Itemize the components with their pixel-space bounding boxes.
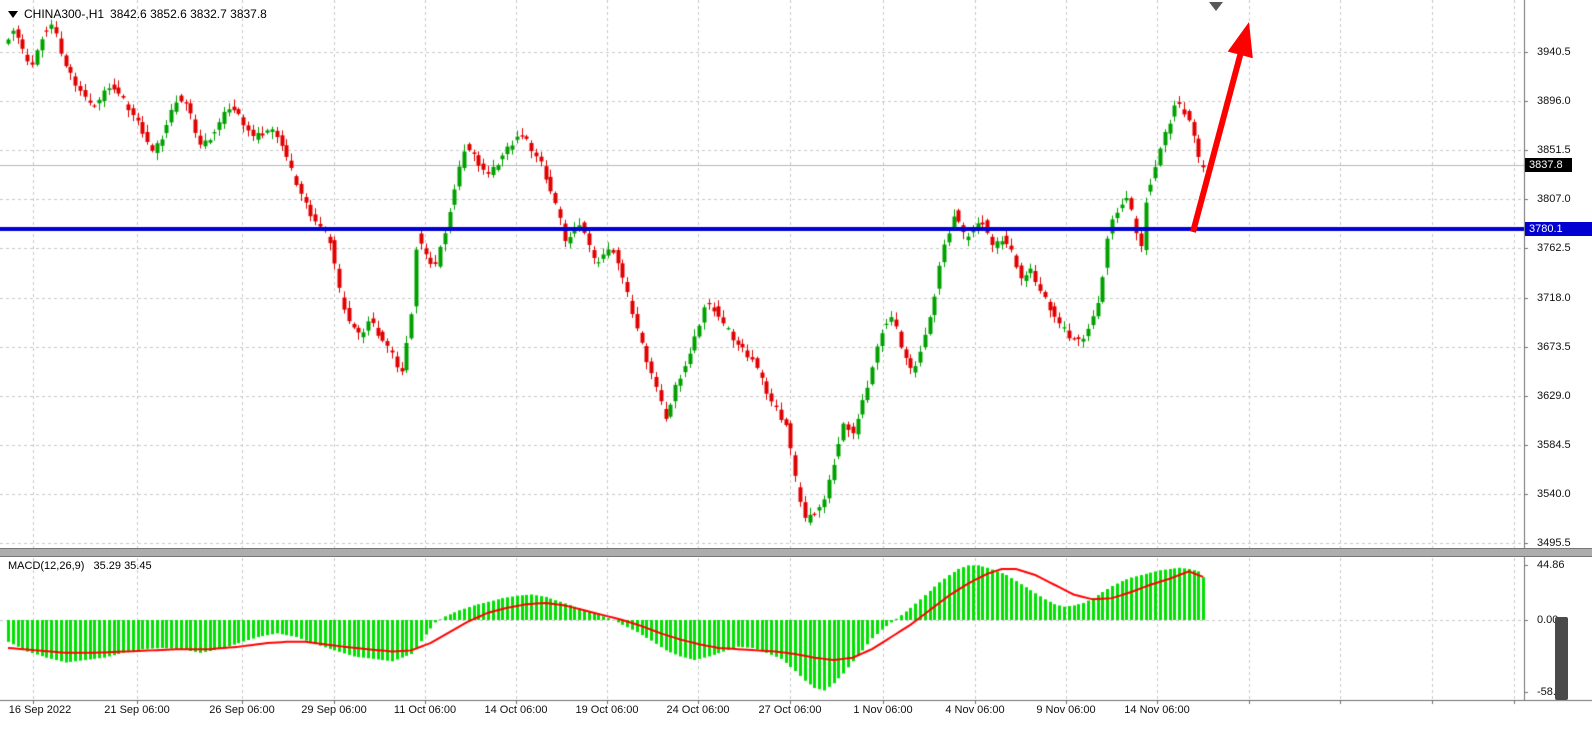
time-axis-label: 16 Sep 2022 bbox=[8, 704, 72, 716]
price-axis-label: 3896.0 bbox=[1537, 95, 1571, 108]
symbol-info: CHINA300-,H1 3842.6 3852.6 3832.7 3837.8 bbox=[8, 7, 267, 21]
time-axis-label: 19 Oct 06:00 bbox=[575, 704, 639, 716]
time-axis-label: 21 Sep 06:00 bbox=[104, 704, 170, 716]
panel-splitter[interactable] bbox=[0, 548, 1592, 557]
scrollbar-thumb[interactable] bbox=[1555, 617, 1568, 700]
price-axis-label: 3495.5 bbox=[1537, 537, 1571, 549]
price-axis-label: 3584.5 bbox=[1537, 438, 1571, 451]
indicator-axis-label: 0.00 bbox=[1537, 614, 1559, 626]
time-axis-label: 29 Sep 06:00 bbox=[301, 704, 367, 716]
down-triangle-marker-icon bbox=[1209, 2, 1223, 11]
trend-arrow[interactable] bbox=[1175, 4, 1267, 250]
time-axis-label: 9 Nov 06:00 bbox=[1036, 704, 1096, 716]
indicator-name: MACD(12,26,9) bbox=[8, 560, 85, 572]
time-axis-label: 1 Nov 06:00 bbox=[853, 704, 913, 716]
price-axis-label: 3540.0 bbox=[1537, 487, 1571, 500]
time-axis-label: 14 Oct 06:00 bbox=[484, 704, 548, 716]
symbol-title: CHINA300-,H1 bbox=[24, 7, 105, 21]
indicator-axis-label: 44.86 bbox=[1537, 559, 1565, 572]
time-axis-label: 4 Nov 06:00 bbox=[945, 704, 1005, 716]
price-axis-label: 3807.0 bbox=[1537, 193, 1571, 206]
support-line-price-badge: 3780.1 bbox=[1525, 221, 1592, 236]
time-axis-label: 14 Nov 06:00 bbox=[1124, 704, 1190, 716]
current-price-badge: 3837.8 bbox=[1525, 158, 1572, 173]
price-axis[interactable]: 3940.5 3896.0 3851.5 3807.0 3762.5 3718.0 3673… bbox=[1524, 0, 1592, 549]
price-axis-label: 3718.0 bbox=[1537, 291, 1571, 304]
indicator-label: MACD(12,26,9) 35.29 35.45 bbox=[8, 560, 158, 572]
price-axis-label: 3940.5 bbox=[1537, 46, 1571, 58]
time-axis-label: 26 Sep 06:00 bbox=[209, 704, 275, 716]
indicator-values: 35.29 35.45 bbox=[93, 560, 152, 572]
price-axis-label: 3673.5 bbox=[1537, 340, 1571, 353]
price-axis-label: 3762.5 bbox=[1537, 242, 1571, 255]
price-axis-label: 3851.5 bbox=[1537, 144, 1571, 157]
time-axis-label: 27 Oct 06:00 bbox=[758, 704, 822, 716]
time-axis-label: 11 Oct 06:00 bbox=[393, 704, 457, 716]
time-axis[interactable]: 16 Sep 2022 21 Sep 06:00 26 Sep 06:00 29 Se… bbox=[0, 700, 1592, 735]
symbol-marker-icon bbox=[8, 10, 18, 18]
symbol-ohlc: 3842.6 3852.6 3832.7 3837.8 bbox=[110, 7, 267, 21]
price-axis-label: 3629.0 bbox=[1537, 389, 1571, 402]
time-axis-label: 24 Oct 06:00 bbox=[666, 704, 730, 716]
